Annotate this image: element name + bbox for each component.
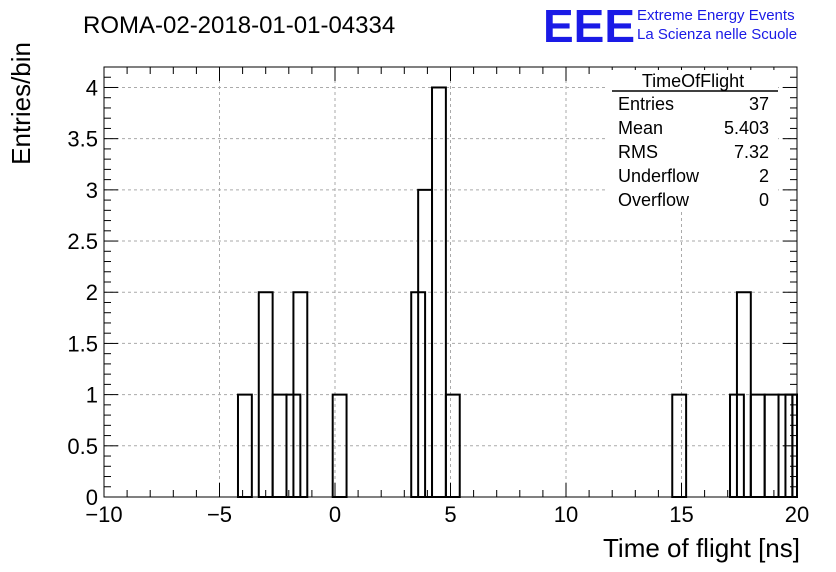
y-tick-labels: 0 0.5 1 1.5 2 2.5 3 3.5 4	[67, 75, 98, 510]
logo-line2: La Scienza nelle Scuole	[637, 26, 797, 43]
x-tick-label: 0	[329, 502, 341, 527]
y-tick-label: 4	[86, 75, 98, 100]
stats-label: Entries	[618, 94, 674, 114]
x-tick-label: 15	[669, 502, 693, 527]
stats-value: 7.32	[734, 142, 769, 162]
logo-mark: EEE	[543, 0, 635, 52]
stats-title: TimeOfFlight	[642, 71, 744, 91]
stats-value: 37	[749, 94, 769, 114]
x-tick-labels: −10 −5 0 5 10 15 20	[85, 502, 809, 527]
x-tick-label: 5	[444, 502, 456, 527]
stats-label: RMS	[618, 142, 658, 162]
axis-ticks	[103, 66, 798, 498]
y-axis-title: Entries/bin	[6, 42, 36, 165]
stats-label: Mean	[618, 118, 663, 138]
stats-rows: Entries 37 Mean 5.403 RMS 7.32 Underflow 2 Overf…	[618, 94, 769, 210]
x-tick-label: −10	[85, 502, 122, 527]
stats-label: Overflow	[618, 190, 690, 210]
x-axis-title: Time of flight [ns]	[603, 533, 800, 563]
eee-logo: EEE Extreme Energy Events La Scienza nel…	[543, 0, 797, 52]
x-tick-label: −5	[207, 502, 232, 527]
stats-box: TimeOfFlight Entries 37 Mean 5.403 RMS 7.32 Un…	[608, 70, 778, 210]
y-tick-label: 1.5	[67, 331, 98, 356]
y-tick-label: 0.5	[67, 434, 98, 459]
stats-value: 0	[759, 190, 769, 210]
y-tick-label: 1	[86, 383, 98, 408]
x-tick-label: 10	[554, 502, 578, 527]
y-tick-label: 2.5	[67, 229, 98, 254]
y-tick-label: 2	[86, 280, 98, 305]
y-tick-label: 0	[86, 485, 98, 510]
stats-value: 5.403	[724, 118, 769, 138]
stats-label: Underflow	[618, 166, 700, 186]
logo-line1: Extreme Energy Events	[637, 7, 795, 24]
y-tick-label: 3.5	[67, 127, 98, 152]
histogram-bars	[236, 86, 799, 498]
x-tick-label: 20	[785, 502, 809, 527]
stats-box-bg	[608, 70, 778, 210]
chart-title: ROMA-02-2018-01-01-04334	[83, 12, 395, 39]
y-tick-label: 3	[86, 178, 98, 203]
stats-value: 2	[759, 166, 769, 186]
